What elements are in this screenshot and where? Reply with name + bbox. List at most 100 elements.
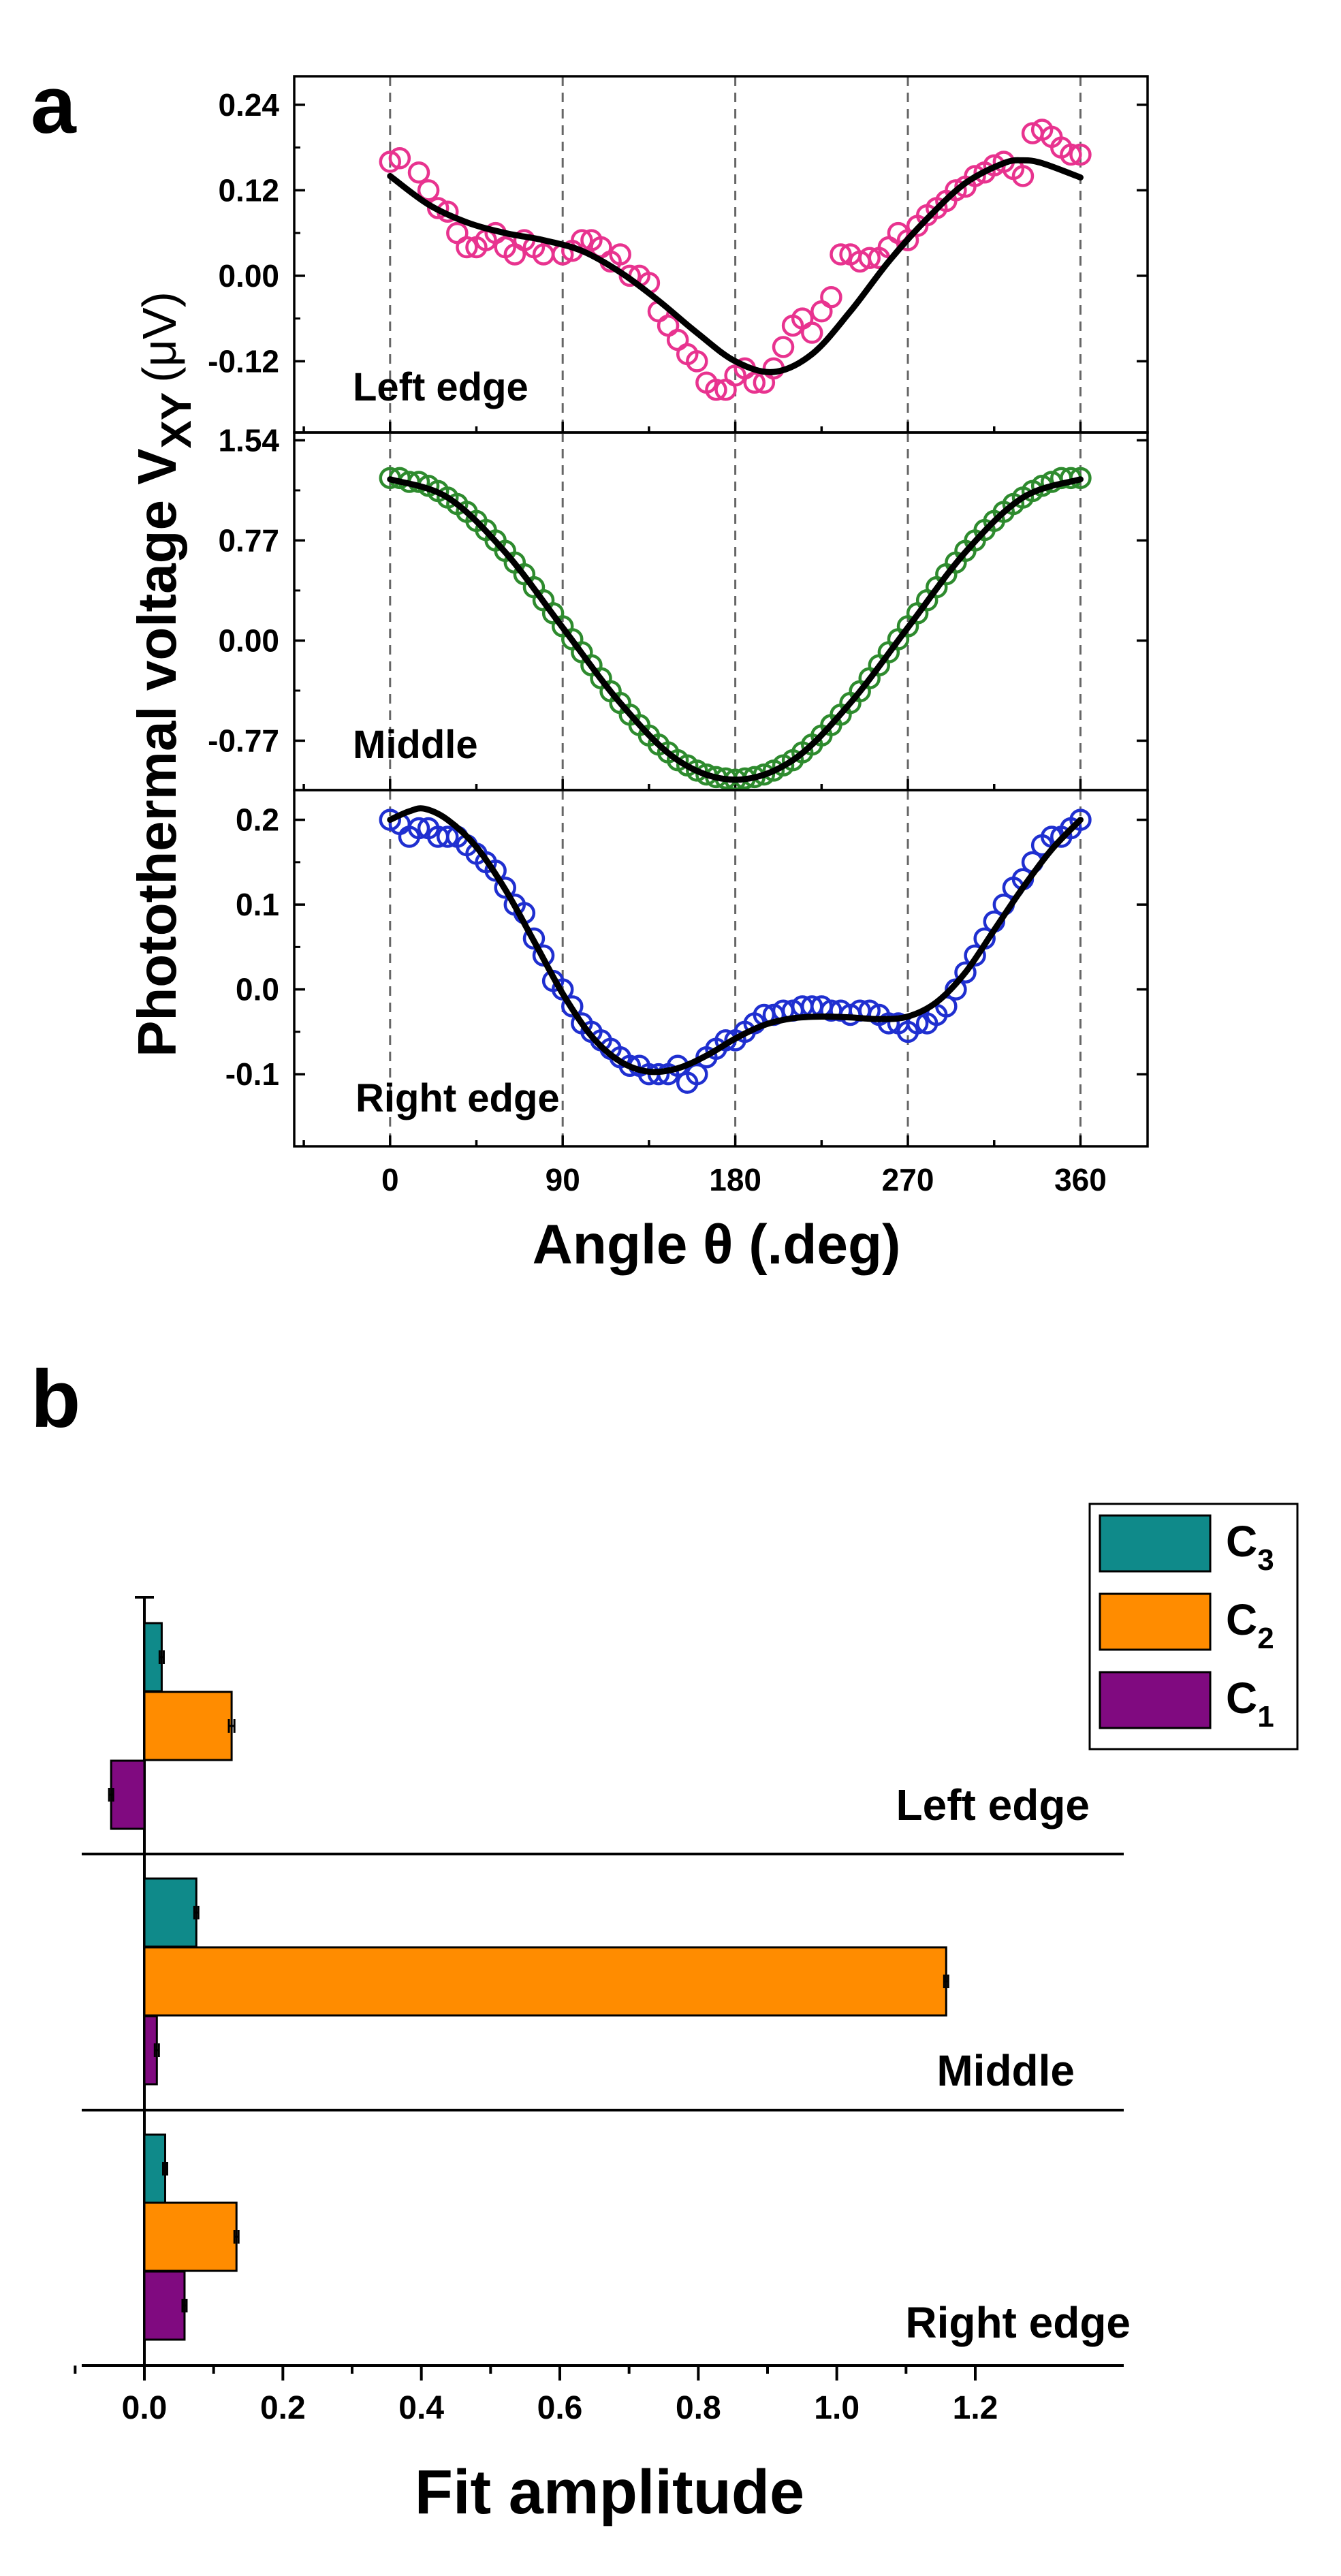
y-tick-label-left-edge: 0.12 [218,172,279,208]
data-point-left-edge [772,336,795,358]
data-point-left-edge [417,179,440,202]
y-tick-label-left-edge: 0.24 [218,87,279,123]
y-tick-label-middle: -0.77 [208,723,279,758]
data-point-right-edge [618,1054,642,1077]
y-tick-label-middle: 1.54 [218,422,279,458]
data-point-left-edge [705,378,727,401]
legend-label-main: C [1226,1517,1257,1566]
data-point-left-edge [945,179,967,202]
bar-group-right-edge: Right edge [143,2133,1131,2347]
bar-C1-left-edge [110,1759,146,1830]
legend-label-C3: C3 [1226,1517,1274,1577]
panel-a-ylabel-sub: XY [153,392,200,449]
legend-label-main: C [1226,1595,1257,1644]
bar-C3-right-edge [143,2133,166,2204]
x-tick-label-b: 1.2 [953,2390,998,2426]
y-tick-label-middle: 0.77 [218,522,279,558]
data-point-right-edge [954,961,977,984]
data-point-left-edge [964,165,986,187]
data-point-left-edge [379,151,402,173]
category-label-right-edge: Right edge [905,2298,1131,2347]
legend-label-sub: 2 [1257,1622,1274,1655]
data-point-left-edge [743,371,766,394]
bar-group-left-edge: Left edge [108,1622,1090,1830]
panel-b-xlabel: Fit amplitude [415,2457,804,2527]
data-point-right-edge [407,817,430,840]
fit-curve-middle [387,476,1084,783]
panel-a-ylabel-main: Photothermal voltage V [127,448,187,1056]
y-tick-label-right-edge: -0.1 [225,1056,279,1092]
data-point-right-edge [484,860,507,882]
x-tick-label: 180 [709,1162,761,1197]
panel-a-label: a [31,59,77,151]
panel-b-label: b [31,1353,80,1445]
data-point-right-edge [437,826,459,848]
x-tick-label: 90 [546,1162,580,1197]
data-point-left-edge [388,147,411,170]
legend-label-sub: 3 [1257,1543,1274,1577]
subplot-left-edge: -0.12 0.00 0.12 0.24 Left edge [208,75,1149,434]
data-point-right-edge [686,1063,708,1086]
x-tick-label-b: 0.2 [260,2390,306,2426]
x-tick-label: 360 [1054,1162,1107,1197]
data-point-left-edge [609,243,631,266]
data-point-left-edge [1069,143,1092,166]
fit-curve-right-edge [387,805,1084,1075]
bar-group-middle: Middle [143,1877,1075,2095]
subplot-middle: -0.77 0.00 0.77 1.54 Middle [208,422,1149,791]
data-point-right-edge [522,927,546,950]
x-tick-label-b: 0.8 [676,2390,721,2426]
data-point-middle [686,759,708,782]
data-point-left-edge [456,236,478,259]
subplot-label-right-edge: Right edge [356,1076,560,1120]
panel-a-ylabel-unit: (μV) [133,292,186,383]
legend-swatch-C1 [1099,1671,1212,1729]
legend-label-C2: C2 [1226,1595,1274,1655]
category-label-left-edge: Left edge [896,1780,1090,1829]
x-tick-label-b: 0.4 [398,2390,444,2426]
y-tick-label-right-edge: 0.2 [236,802,279,838]
legend-label-C1: C1 [1226,1674,1274,1733]
plot-frame-right-edge [293,789,1149,1148]
data-point-right-edge [1069,808,1092,831]
data-point-middle [1069,467,1092,490]
bar-C2-right-edge [143,2201,238,2272]
data-point-left-edge [820,286,842,309]
subplot-label-middle: Middle [353,723,478,767]
bar-C2-middle [143,1946,947,2017]
data-point-left-edge [858,247,881,269]
legend-swatch-C2 [1099,1592,1212,1651]
data-point-left-edge [1011,165,1035,187]
data-point-right-edge [561,995,584,1018]
legend-label-sub: 1 [1257,1700,1274,1733]
x-tick-label-b: 0.0 [122,2390,168,2426]
x-tick-label: 0 [381,1162,399,1197]
bar-C2-left-edge [143,1691,233,1761]
y-tick-label-right-edge: 0.0 [236,972,279,1007]
y-tick-label-left-edge: 0.00 [218,258,279,294]
subplot-label-left-edge: Left edge [353,365,528,409]
x-tick-label-b: 1.0 [814,2390,859,2426]
legend-swatch-C3 [1099,1514,1212,1573]
x-tick-label: 270 [882,1162,934,1197]
y-tick-label-right-edge: 0.1 [236,887,279,922]
x-tick-label-b: 0.6 [537,2390,583,2426]
data-point-right-edge [964,944,986,967]
subplot-right-edge: -0.1 0.0 0.1 0.2 Right edge [225,789,1149,1148]
data-point-left-edge [1060,143,1082,166]
bar-C1-right-edge [143,2270,186,2341]
category-label-middle: Middle [936,2046,1075,2095]
y-tick-label-left-edge: -0.12 [208,343,279,379]
data-point-right-edge [877,1012,900,1035]
panel-b: 0.0 0.2 0.4 0.6 0.8 1.0 1.2 Left edge Middle Righ… [74,1596,1131,2426]
legend-label-main: C [1226,1674,1257,1723]
panel-a-ylabel: Photothermal voltage VXY (μV) [127,292,200,1057]
y-tick-label-middle: 0.00 [218,623,279,658]
data-point-right-edge [494,876,516,899]
data-point-left-edge [686,350,708,373]
fit-curve-left-edge [387,157,1084,375]
